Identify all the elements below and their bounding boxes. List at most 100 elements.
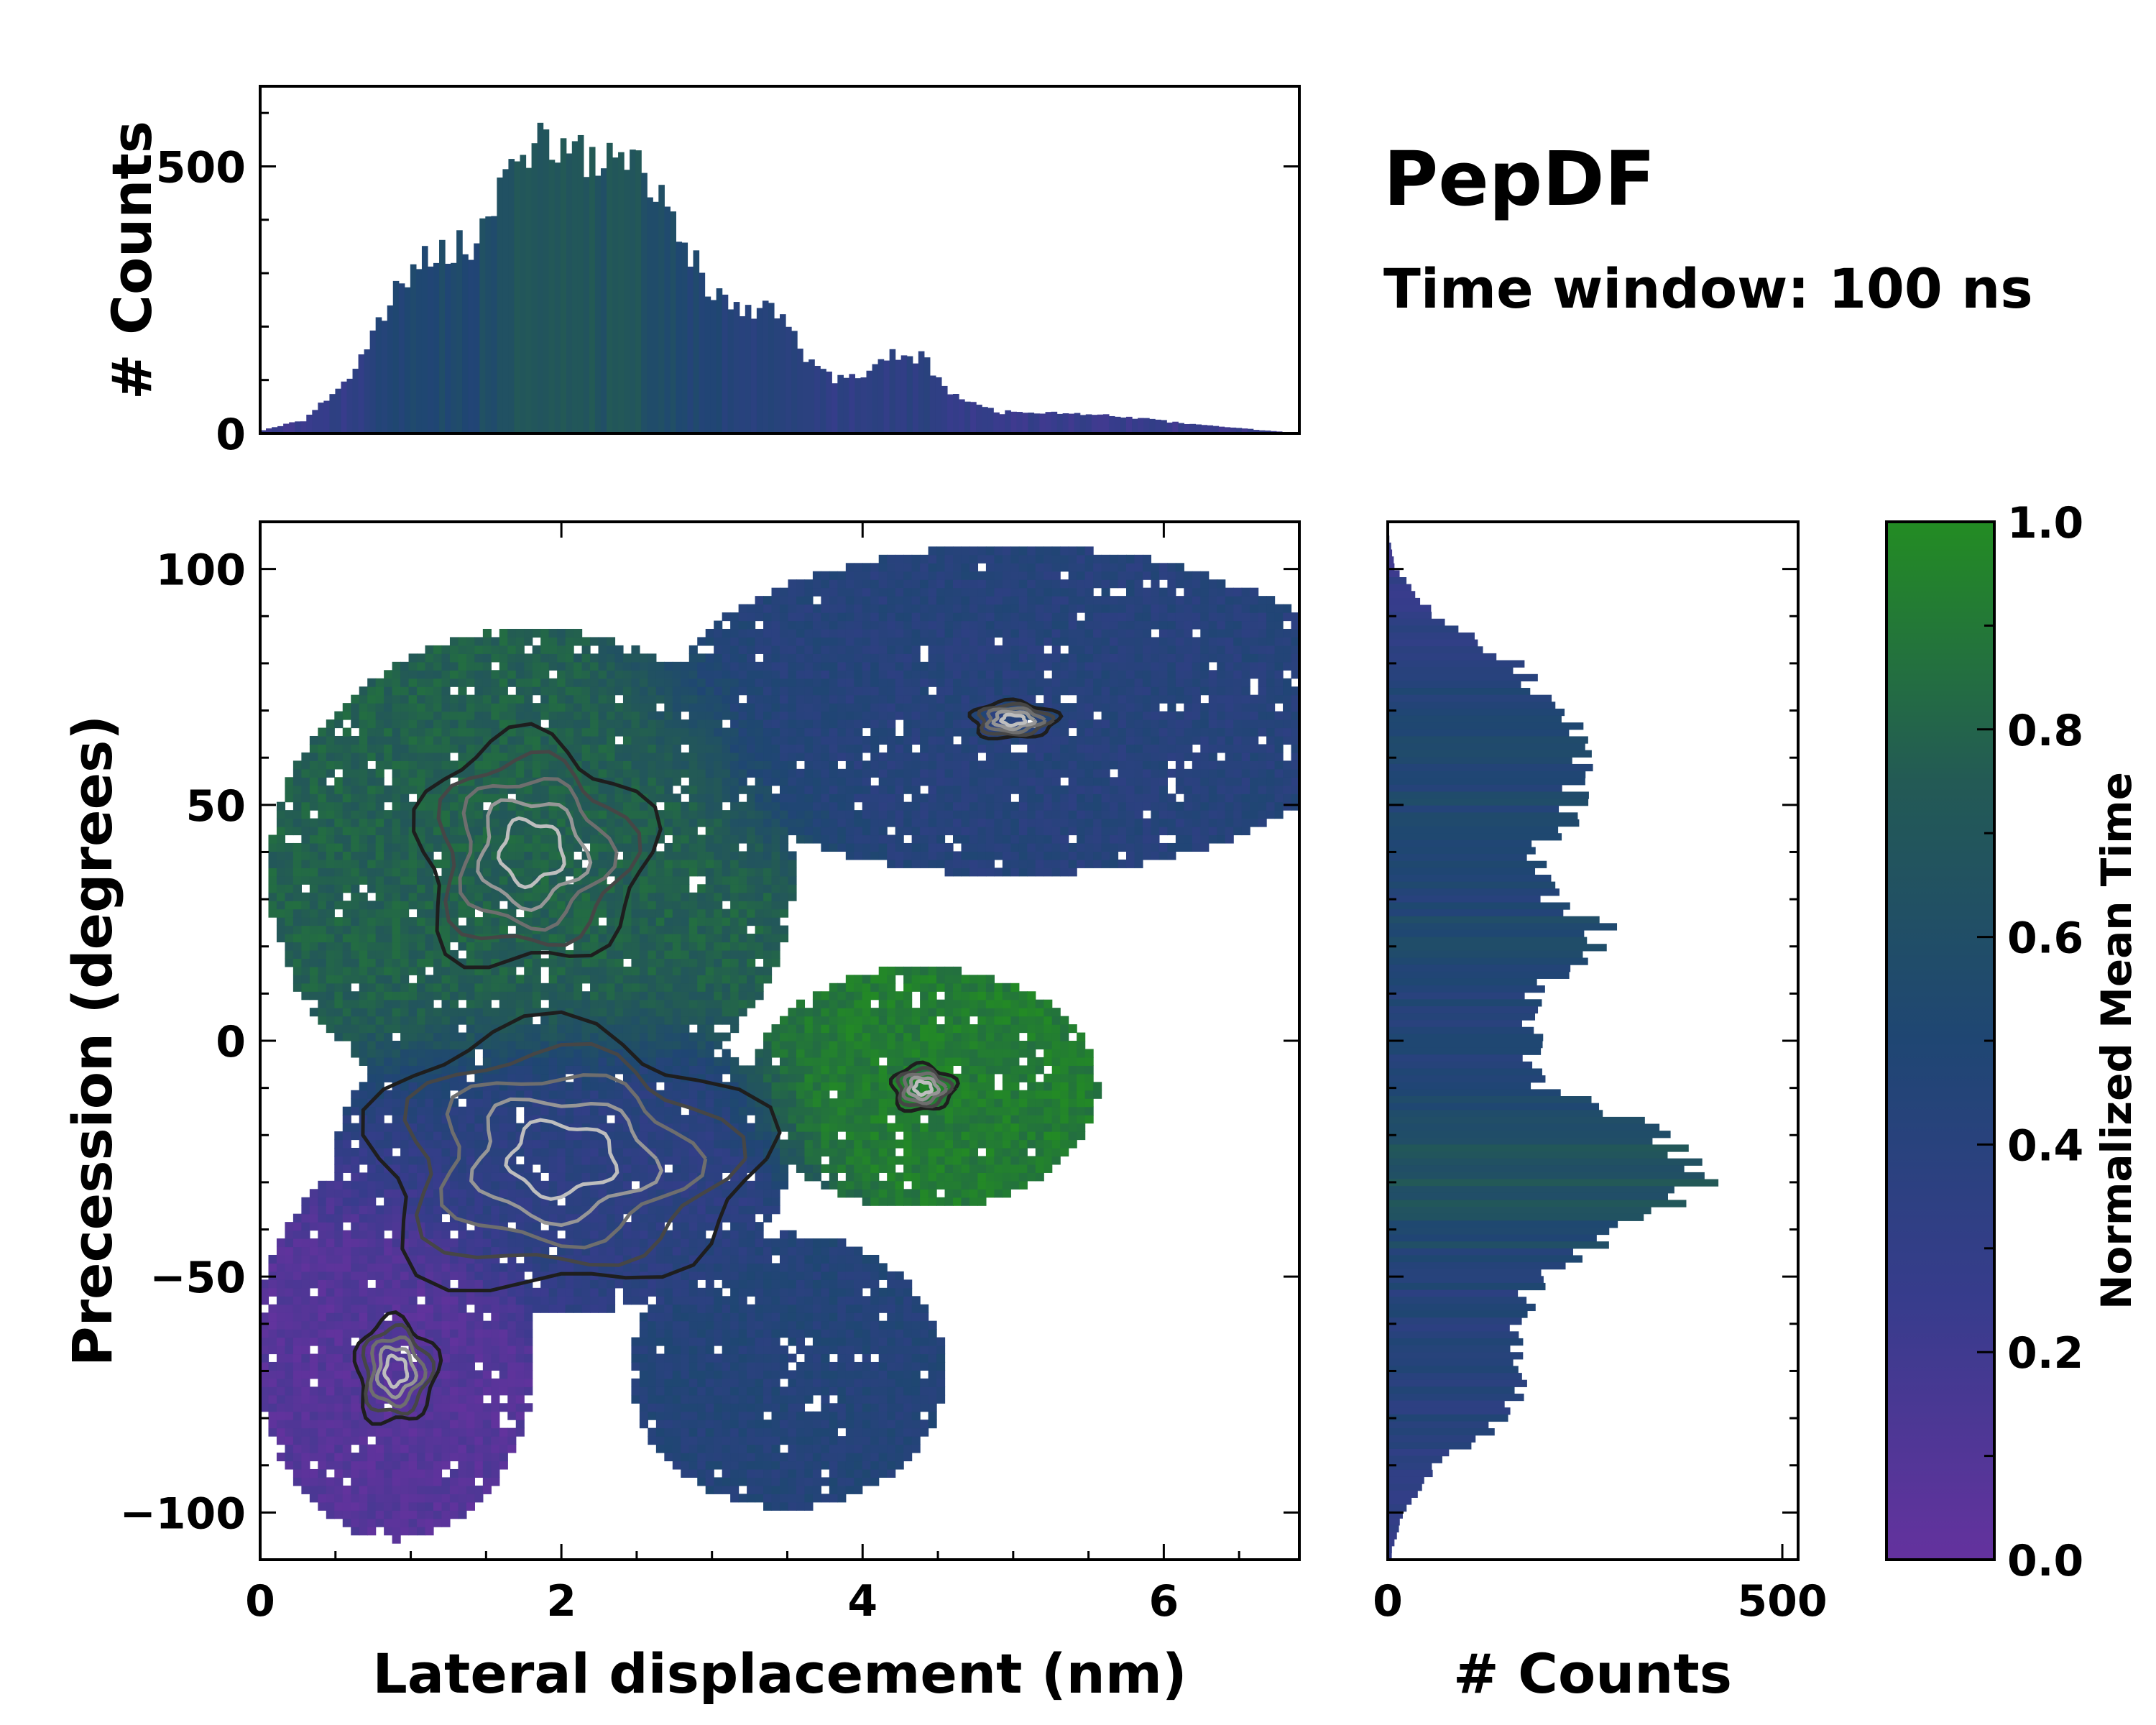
heatmap-cell [639,1403,648,1412]
heatmap-cell [318,1501,327,1511]
heatmap-cell [433,1453,443,1462]
heatmap-cell [326,1485,335,1494]
heatmap-cell [573,1024,583,1034]
heatmap-cell [532,884,541,893]
heatmap-cell [515,842,525,852]
heatmap-cell [359,1041,368,1050]
heatmap-cell [614,1139,624,1149]
heatmap-cell [672,1172,681,1182]
heatmap-cell [681,842,690,852]
heatmap-cell [655,1106,665,1116]
heatmap-cell [532,859,541,868]
heatmap-cell [655,1073,665,1082]
heatmap-cell [607,711,616,720]
heatmap-cell [688,917,698,926]
heatmap-cell [326,827,335,836]
heatmap-cell [639,884,648,893]
heatmap-cell [639,1279,648,1289]
heatmap-cell [441,1411,451,1420]
heatmap-cell [342,1230,351,1239]
heatmap-cell [285,827,294,836]
heatmap-cell [334,1453,344,1462]
heatmap-cell [532,1304,541,1313]
heatmap-cell [499,1263,508,1272]
top-histogram-bar [537,122,544,433]
heatmap-cell [648,934,657,943]
heatmap-cell [672,851,681,860]
heatmap-cell [688,1436,698,1445]
top-histogram-bar [630,150,636,434]
heatmap-cell [474,1403,484,1412]
heatmap-cell [540,785,550,794]
heatmap-cell [359,917,368,926]
heatmap-cell [425,868,434,877]
heatmap-cell [342,1115,351,1124]
heatmap-cell [524,1024,533,1034]
heatmap-cell [417,875,426,885]
heatmap-cell [631,719,640,729]
heatmap-cell [655,1370,665,1379]
heatmap-cell [607,760,616,770]
heatmap-cell [581,1139,591,1149]
heatmap-cell [540,760,550,770]
heatmap-cell [309,1329,318,1338]
heatmap-cell [697,1197,706,1206]
heatmap-cell [548,999,558,1008]
heatmap-cell [342,1378,351,1387]
heatmap-cell [507,1329,517,1338]
heatmap-cell [441,1156,451,1165]
heatmap-cell [705,1041,714,1050]
heatmap-cell [351,1213,360,1223]
heatmap-cell [334,1296,344,1305]
heatmap-cell [540,1073,550,1082]
heatmap-cell [655,917,665,926]
heatmap-cell [458,694,467,704]
heatmap-cell [631,1106,640,1116]
heatmap-cell [639,1205,648,1215]
heatmap-cell [417,768,426,778]
heatmap-cell [458,1222,467,1231]
heatmap-cell [400,1065,410,1075]
heatmap-cell [359,1032,368,1041]
heatmap-cell [466,1337,475,1346]
heatmap-cell [557,810,566,819]
heatmap-cell [499,1296,508,1305]
heatmap-cell [548,1287,558,1297]
heatmap-cell [581,1164,591,1173]
heatmap-cell [342,1238,351,1248]
heatmap-cell [622,1222,632,1231]
heatmap-cell [590,1230,599,1239]
top-histogram-bar [750,318,757,433]
heatmap-cell [449,1346,459,1355]
heatmap-cell [400,875,410,885]
heatmap-cell [400,1057,410,1066]
heatmap-cell [400,1420,410,1429]
heatmap-cell [639,1386,648,1396]
heatmap-cell [359,934,368,943]
heatmap-cell [515,1287,525,1297]
heatmap-cell [351,958,360,967]
heatmap-cell [433,1460,443,1470]
heatmap-cell [524,1073,533,1082]
heatmap-cell [631,1156,640,1165]
heatmap-cell [697,892,706,901]
heatmap-cell [598,785,607,794]
heatmap-cell [524,1403,533,1412]
heatmap-cell [351,884,360,893]
heatmap-cell [417,958,426,967]
heatmap-cell [499,966,508,975]
top-histogram-bar [1028,413,1035,433]
top-histogram-bar [607,142,613,433]
heatmap-cell [532,711,541,720]
heatmap-cell [309,1436,318,1445]
heatmap-cell [524,1032,533,1041]
heatmap-cell [499,1320,508,1330]
heatmap-cell [540,768,550,778]
heatmap-cell [681,1082,690,1091]
heatmap-cell [688,1156,698,1165]
heatmap-cell [292,908,302,918]
heatmap-cell [672,1164,681,1173]
heatmap-cell [598,999,607,1008]
heatmap-cell [425,1518,434,1527]
heatmap-cell [598,735,607,745]
